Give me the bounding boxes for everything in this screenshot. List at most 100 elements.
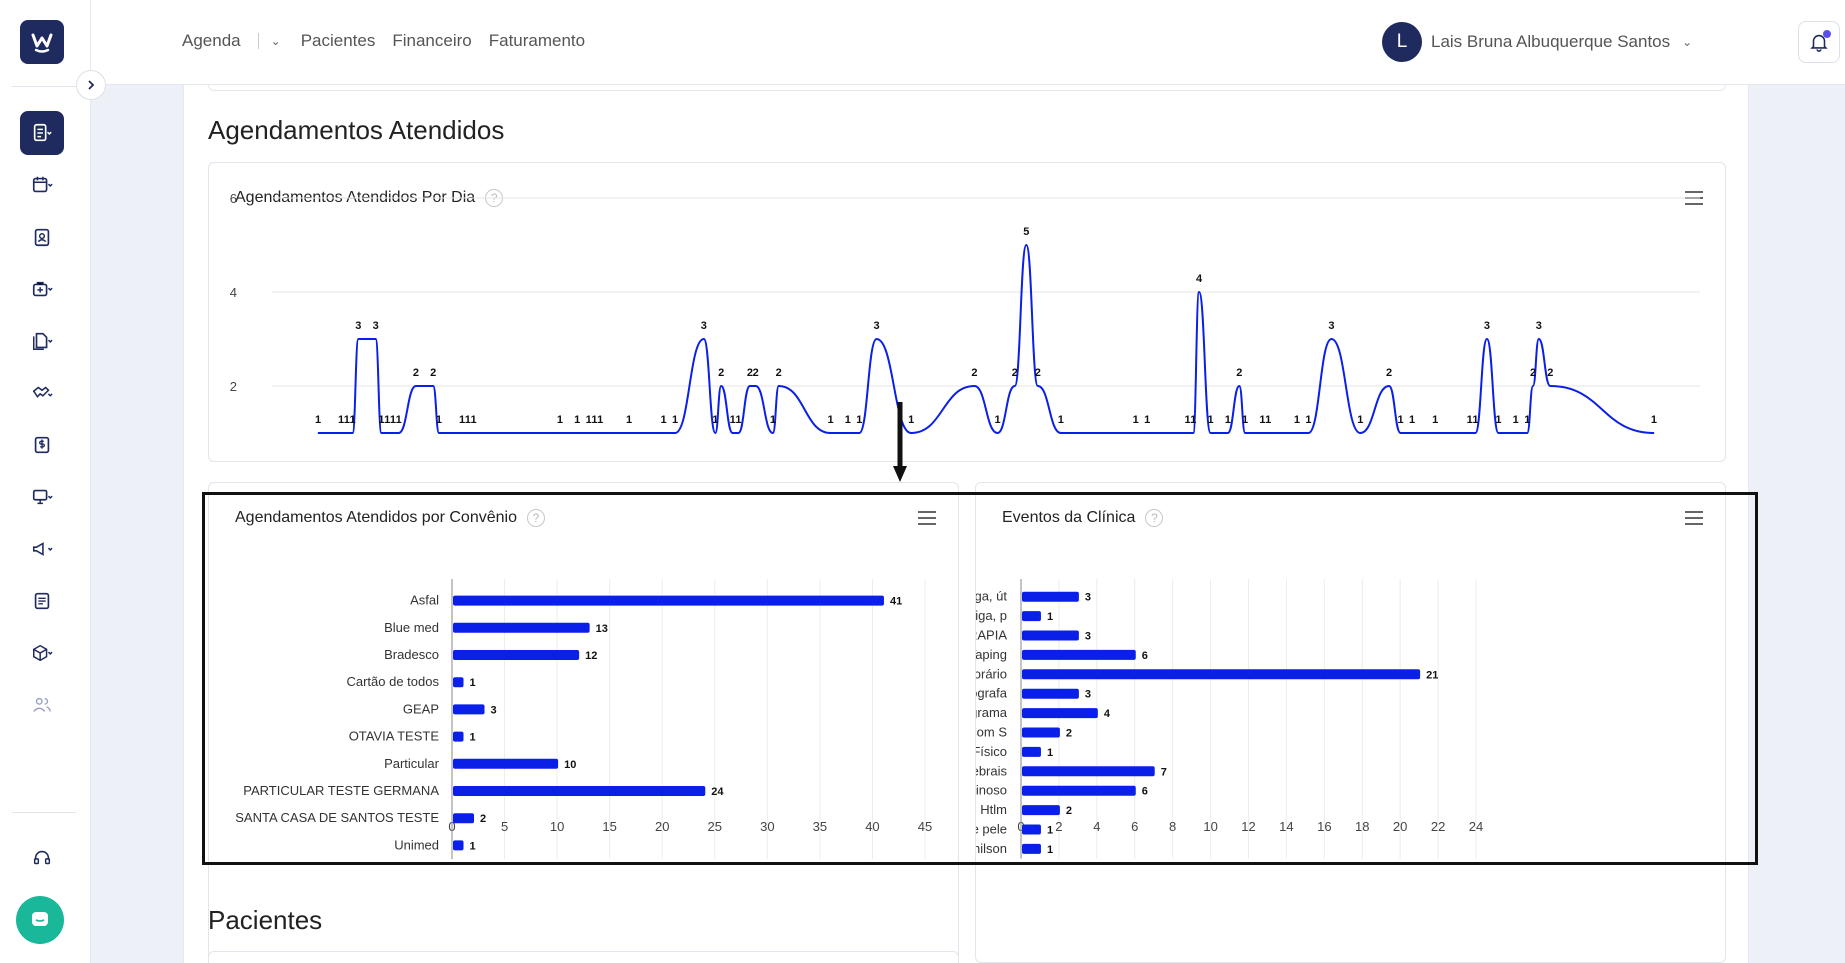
x-tick-label: 22 — [1431, 819, 1445, 834]
bar — [1022, 591, 1079, 602]
category-label: Ecocardiograma — [976, 705, 1008, 720]
box-icon — [33, 644, 53, 662]
sidebar-item-marketing[interactable] — [20, 527, 64, 571]
notifications-button[interactable] — [1798, 21, 1840, 63]
data-point — [1296, 432, 1298, 434]
nav-separator — [257, 33, 259, 49]
data-label: 1 — [586, 414, 592, 426]
events-chart-menu-icon[interactable] — [1685, 511, 1703, 525]
data-label: 1 — [1467, 414, 1473, 426]
data-label: 1 — [660, 414, 666, 426]
data-label: 24 — [711, 786, 724, 798]
sidebar-toggle-button[interactable] — [76, 70, 106, 100]
data-point — [588, 432, 590, 434]
y-tick-label: 4 — [230, 285, 237, 300]
nav-faturamento[interactable]: Faturamento — [488, 31, 586, 50]
data-point — [1146, 432, 1148, 434]
chat-button[interactable] — [16, 896, 64, 944]
sidebar-item-agenda[interactable] — [20, 111, 64, 155]
insurance-chart-menu-icon[interactable] — [918, 511, 936, 525]
data-label: 1 — [1058, 414, 1064, 426]
data-label: 1 — [1047, 844, 1053, 856]
headset-icon — [33, 850, 51, 865]
sidebar-divider — [12, 86, 76, 87]
data-label: 1 — [712, 414, 718, 426]
nav-pacientes[interactable]: Pacientes — [300, 31, 376, 50]
data-point — [1135, 432, 1137, 434]
data-label: 1 — [908, 414, 914, 426]
data-label: 1 — [1495, 414, 1501, 426]
nav-financeiro[interactable]: Financeiro — [392, 31, 472, 50]
data-point — [830, 432, 832, 434]
sidebar-item-patients[interactable] — [20, 215, 64, 259]
data-point — [386, 432, 388, 434]
data-point — [1388, 385, 1390, 387]
data-label: 1 — [470, 677, 476, 689]
daily-chart-card: Agendamentos Atendidos Por Dia ? 024613 … — [208, 162, 1726, 462]
patients-card — [208, 951, 959, 963]
category-label: APITERAPIA — [976, 628, 1007, 643]
x-tick-label: 20 — [655, 819, 669, 834]
sidebar-item-support[interactable] — [20, 836, 64, 880]
category-label: Apliacção de Taping — [976, 647, 1007, 662]
category-label: SANTA CASA DE SANTOS TESTE — [235, 810, 439, 825]
sidebar-item-calendar[interactable] — [20, 163, 64, 207]
data-label: 1 — [1265, 414, 1271, 426]
category-label: Consulta em consultório (no horário — [976, 666, 1007, 681]
data-point — [317, 432, 319, 434]
bar — [1022, 669, 1421, 680]
data-label: 2 — [776, 367, 782, 379]
category-label: Ecodoppler de Carótidas e Vertebrais — [976, 763, 1007, 778]
data-label: 2 — [1035, 367, 1041, 379]
users-icon — [33, 697, 51, 712]
data-label: 1 — [396, 414, 402, 426]
data-label: 13 — [596, 623, 608, 635]
notification-dot — [1823, 30, 1831, 38]
events-chart-title: Eventos da Clínica — [1002, 509, 1136, 526]
data-point — [714, 432, 716, 434]
sidebar-item-inventory[interactable] — [20, 631, 64, 675]
data-label: 1 — [1242, 414, 1248, 426]
sidebar — [0, 0, 91, 963]
sidebar-item-medical[interactable] — [20, 267, 64, 311]
data-label: 10 — [564, 759, 576, 771]
data-label: 1 — [735, 414, 741, 426]
data-point — [1227, 432, 1229, 434]
x-tick-label: 15 — [602, 819, 616, 834]
data-point — [1359, 432, 1361, 434]
main-nav: Agenda ⌄ Pacientes Financeiro Faturament… — [182, 31, 602, 51]
data-point — [1267, 432, 1269, 434]
sidebar-item-partners[interactable] — [20, 371, 64, 415]
help-icon[interactable]: ? — [526, 509, 545, 527]
report-icon — [34, 592, 50, 610]
sidebar-item-reports[interactable] — [20, 579, 64, 623]
data-point — [398, 432, 400, 434]
user-menu[interactable]: L Lais Bruna Albuquerque Santos ⌄ — [1382, 22, 1692, 62]
bar — [453, 650, 580, 660]
data-label: 1 — [1409, 414, 1415, 426]
documents-icon — [33, 332, 53, 350]
nav-agenda[interactable]: Agenda — [182, 31, 241, 50]
data-point — [1192, 432, 1194, 434]
data-point — [732, 432, 734, 434]
category-label: Abdome inferior feminino (bexiga, út — [976, 589, 1007, 604]
data-label: 1 — [1513, 414, 1519, 426]
x-tick-label: 40 — [865, 819, 879, 834]
data-point — [1060, 432, 1062, 434]
category-label: Blue med — [384, 620, 439, 635]
sidebar-item-users[interactable] — [20, 683, 64, 727]
chevron-down-icon[interactable]: ⌄ — [270, 34, 281, 48]
sidebar-item-monitor[interactable] — [20, 475, 64, 519]
data-label: 4 — [1104, 708, 1111, 720]
data-point — [415, 385, 417, 387]
data-point — [755, 385, 757, 387]
app-logo[interactable] — [20, 20, 64, 64]
sidebar-item-finance[interactable] — [20, 423, 64, 467]
sidebar-item-documents[interactable] — [20, 319, 64, 363]
help-icon[interactable]: ? — [1145, 509, 1164, 527]
data-point — [1653, 432, 1655, 434]
data-label: 1 — [1047, 825, 1053, 837]
x-tick-label: 6 — [1131, 819, 1138, 834]
main-panel: Agendamentos Atendidos Agendamentos Aten… — [183, 85, 1749, 963]
data-label: 21 — [1426, 669, 1438, 681]
